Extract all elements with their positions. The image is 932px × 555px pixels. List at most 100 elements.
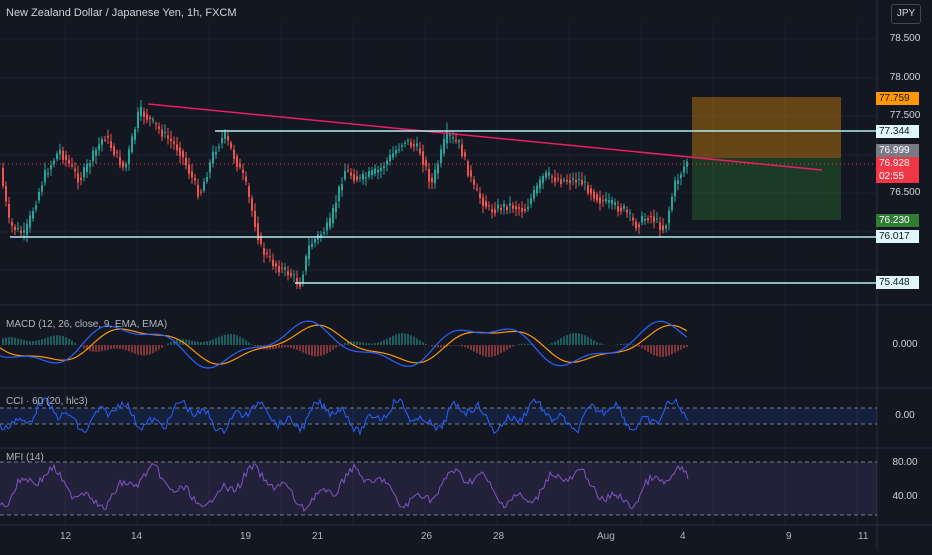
macd-histogram-bar <box>563 337 565 345</box>
candle-body <box>230 143 232 148</box>
candle-body <box>182 151 184 157</box>
macd-histogram-bar <box>455 345 457 346</box>
macd-histogram-bar <box>50 336 52 345</box>
candle-body <box>167 136 169 139</box>
candle-body <box>44 170 46 183</box>
candle-body <box>365 177 367 178</box>
macd-histogram-bar <box>59 335 61 345</box>
candle-body <box>623 206 625 209</box>
candle-body <box>452 137 454 138</box>
candle-body <box>185 158 187 165</box>
candle-body <box>155 124 157 125</box>
candle-body <box>50 165 52 169</box>
macd-histogram-bar <box>461 345 463 346</box>
macd-histogram-bar <box>251 344 253 345</box>
macd-histogram-bar <box>398 334 400 345</box>
candle-body <box>152 119 154 120</box>
candle-body <box>362 174 364 180</box>
candle-body <box>521 208 523 212</box>
macd-histogram-bar <box>14 338 16 345</box>
candle-body <box>266 253 268 254</box>
macd-histogram-bar <box>650 345 652 354</box>
candle-body <box>446 130 448 143</box>
macd-histogram-bar <box>572 333 574 345</box>
candle-body <box>326 223 328 231</box>
macd-histogram-bar <box>212 339 214 345</box>
candle-body <box>329 218 331 227</box>
stop-price-tag: 76.230 <box>876 214 919 227</box>
macd-histogram-bar <box>224 335 226 345</box>
candle-body <box>164 132 166 133</box>
candle-body <box>305 256 307 271</box>
macd-histogram-bar <box>230 334 232 345</box>
macd-histogram-bar <box>122 345 124 349</box>
candle-body <box>245 177 247 182</box>
candle-body <box>344 171 346 179</box>
candle-body <box>431 178 433 183</box>
profit-zone <box>692 97 841 158</box>
candle-body <box>680 174 682 178</box>
candle-body <box>314 239 316 242</box>
macd-histogram-bar <box>404 333 406 345</box>
candle-body <box>80 178 82 180</box>
candle-body <box>425 160 427 166</box>
macd-histogram-bar <box>152 345 154 353</box>
candle-body <box>593 192 595 199</box>
macd-histogram-bar <box>392 336 394 345</box>
macd-histogram-bar <box>395 335 397 345</box>
candle-body <box>497 205 499 209</box>
candle-body <box>89 163 91 166</box>
macd-histogram-bar <box>8 337 10 345</box>
candle-body <box>665 226 667 229</box>
macd-histogram-bar <box>11 337 13 345</box>
candle-body <box>377 170 379 172</box>
macd-histogram-bar <box>587 337 589 345</box>
time-tick: 4 <box>680 531 686 542</box>
candle-body <box>101 139 103 145</box>
candle-body <box>191 171 193 177</box>
currency-button[interactable]: JPY <box>891 4 921 24</box>
candle-body <box>476 189 478 190</box>
candle-body <box>143 112 145 117</box>
mfi-axis-value-40: 40.00 <box>878 491 932 502</box>
candle-body <box>116 152 118 153</box>
macd-histogram-bar <box>116 345 118 349</box>
candle-body <box>488 205 490 206</box>
candle-body <box>428 169 430 182</box>
candle-body <box>203 182 205 191</box>
macd-histogram-bar <box>482 345 484 356</box>
macd-histogram-bar <box>2 338 4 345</box>
candle-body <box>656 218 658 219</box>
macd-histogram-bar <box>554 342 556 345</box>
macd-histogram-bar <box>38 340 40 345</box>
candle-body <box>494 209 496 213</box>
candle-body <box>560 180 562 185</box>
macd-histogram-bar <box>656 345 658 356</box>
macd-histogram-bar <box>557 340 559 345</box>
macd-histogram-bar <box>644 345 646 350</box>
candle-body <box>509 203 511 205</box>
macd-histogram-bar <box>242 338 244 345</box>
candle-body <box>347 170 349 171</box>
candle-body <box>302 275 304 283</box>
macd-histogram-bar <box>155 345 157 351</box>
candle-body <box>407 140 409 141</box>
candle-body <box>287 271 289 275</box>
candle-body <box>11 222 13 226</box>
candle-body <box>140 107 142 116</box>
macd-histogram-bar <box>620 344 622 345</box>
candle-body <box>506 206 508 210</box>
macd-histogram-bar <box>98 345 100 352</box>
macd-axis-value: 0.000 <box>878 339 932 350</box>
candle-body <box>281 268 283 269</box>
macd-histogram-bar <box>305 345 307 354</box>
macd-histogram-bar <box>101 345 103 351</box>
macd-histogram-bar <box>470 345 472 350</box>
candle-body <box>197 185 199 197</box>
macd-histogram-bar <box>464 345 466 347</box>
macd-histogram-bar <box>41 339 43 345</box>
candle-body <box>41 185 43 191</box>
macd-histogram-bar <box>20 339 22 345</box>
